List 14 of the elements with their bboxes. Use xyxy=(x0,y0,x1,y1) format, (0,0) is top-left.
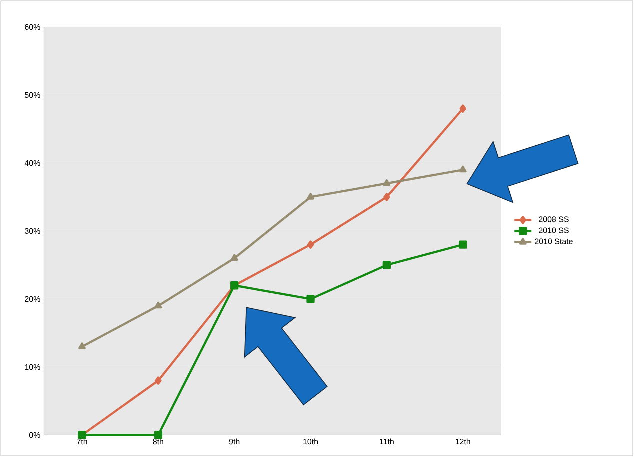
point xyxy=(307,193,314,200)
point xyxy=(459,240,468,249)
point xyxy=(307,240,314,249)
point xyxy=(383,180,391,186)
point xyxy=(460,104,466,113)
point xyxy=(459,166,467,173)
point xyxy=(306,295,315,304)
point xyxy=(230,254,238,262)
point xyxy=(78,342,86,350)
point xyxy=(154,431,163,440)
point xyxy=(384,193,390,202)
point xyxy=(155,376,162,385)
point xyxy=(382,261,392,270)
point xyxy=(154,302,162,309)
